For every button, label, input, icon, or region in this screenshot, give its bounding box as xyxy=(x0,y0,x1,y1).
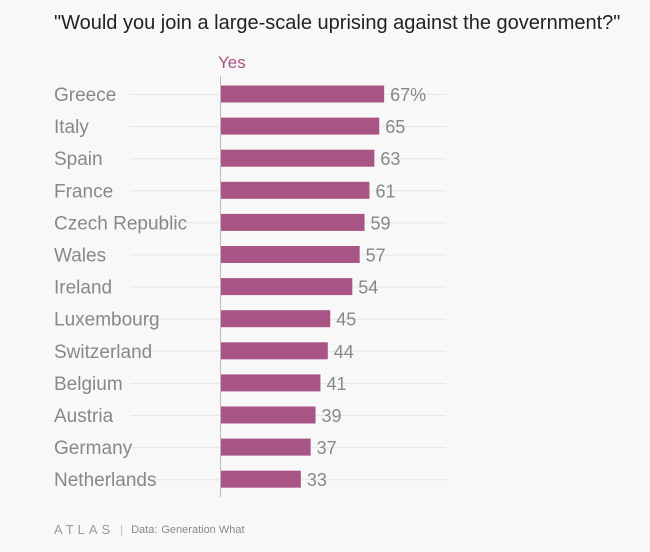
series-header: Yes xyxy=(218,53,246,72)
category-label: Austria xyxy=(54,406,114,427)
category-label: Wales xyxy=(54,246,106,267)
source-label: Data: xyxy=(131,523,158,536)
chart-title: "Would you join a large-scale uprising a… xyxy=(54,12,621,34)
value-label: 33 xyxy=(307,470,327,490)
bar xyxy=(220,470,301,488)
value-label: 41 xyxy=(326,374,346,394)
category-label: Spain xyxy=(54,149,103,170)
value-label: 61 xyxy=(375,181,395,201)
source-name: Generation What xyxy=(161,523,245,536)
value-label: 45 xyxy=(336,310,356,330)
value-label: 54 xyxy=(358,278,378,298)
footer-separator: | xyxy=(120,523,124,536)
bar-chart: Yes Greece 67% Italy 65 Spain 63 France 61 Czech … xyxy=(54,53,446,498)
value-label: 39 xyxy=(322,406,342,426)
category-label: Luxembourg xyxy=(54,310,160,331)
bar xyxy=(220,246,360,263)
chart-footer: ATLAS | Data: Generation What xyxy=(54,522,245,537)
value-label: 67% xyxy=(390,85,426,105)
value-label: 63 xyxy=(380,149,400,169)
bar xyxy=(220,85,385,103)
category-label: Netherlands xyxy=(54,470,156,491)
value-label: 44 xyxy=(334,342,354,362)
value-label: 37 xyxy=(317,438,337,458)
bar xyxy=(220,406,316,424)
category-label: Italy xyxy=(54,117,89,138)
value-label: 65 xyxy=(385,117,405,137)
bar xyxy=(220,149,375,167)
bar xyxy=(220,181,370,199)
category-label: Germany xyxy=(54,438,133,459)
bar xyxy=(220,374,321,392)
bar xyxy=(220,310,331,328)
category-label: France xyxy=(54,181,113,202)
bar xyxy=(220,278,353,296)
category-label: Greece xyxy=(54,85,116,106)
bar xyxy=(220,342,328,360)
category-label: Switzerland xyxy=(54,342,152,363)
bar xyxy=(220,438,311,456)
bar xyxy=(220,117,380,135)
value-label: 57 xyxy=(366,246,386,266)
category-label: Czech Republic xyxy=(54,213,187,234)
category-label: Belgium xyxy=(54,374,123,395)
bar xyxy=(220,213,365,231)
category-label: Ireland xyxy=(54,278,112,299)
brand-logo: ATLAS xyxy=(54,522,115,537)
value-label: 59 xyxy=(371,213,391,233)
